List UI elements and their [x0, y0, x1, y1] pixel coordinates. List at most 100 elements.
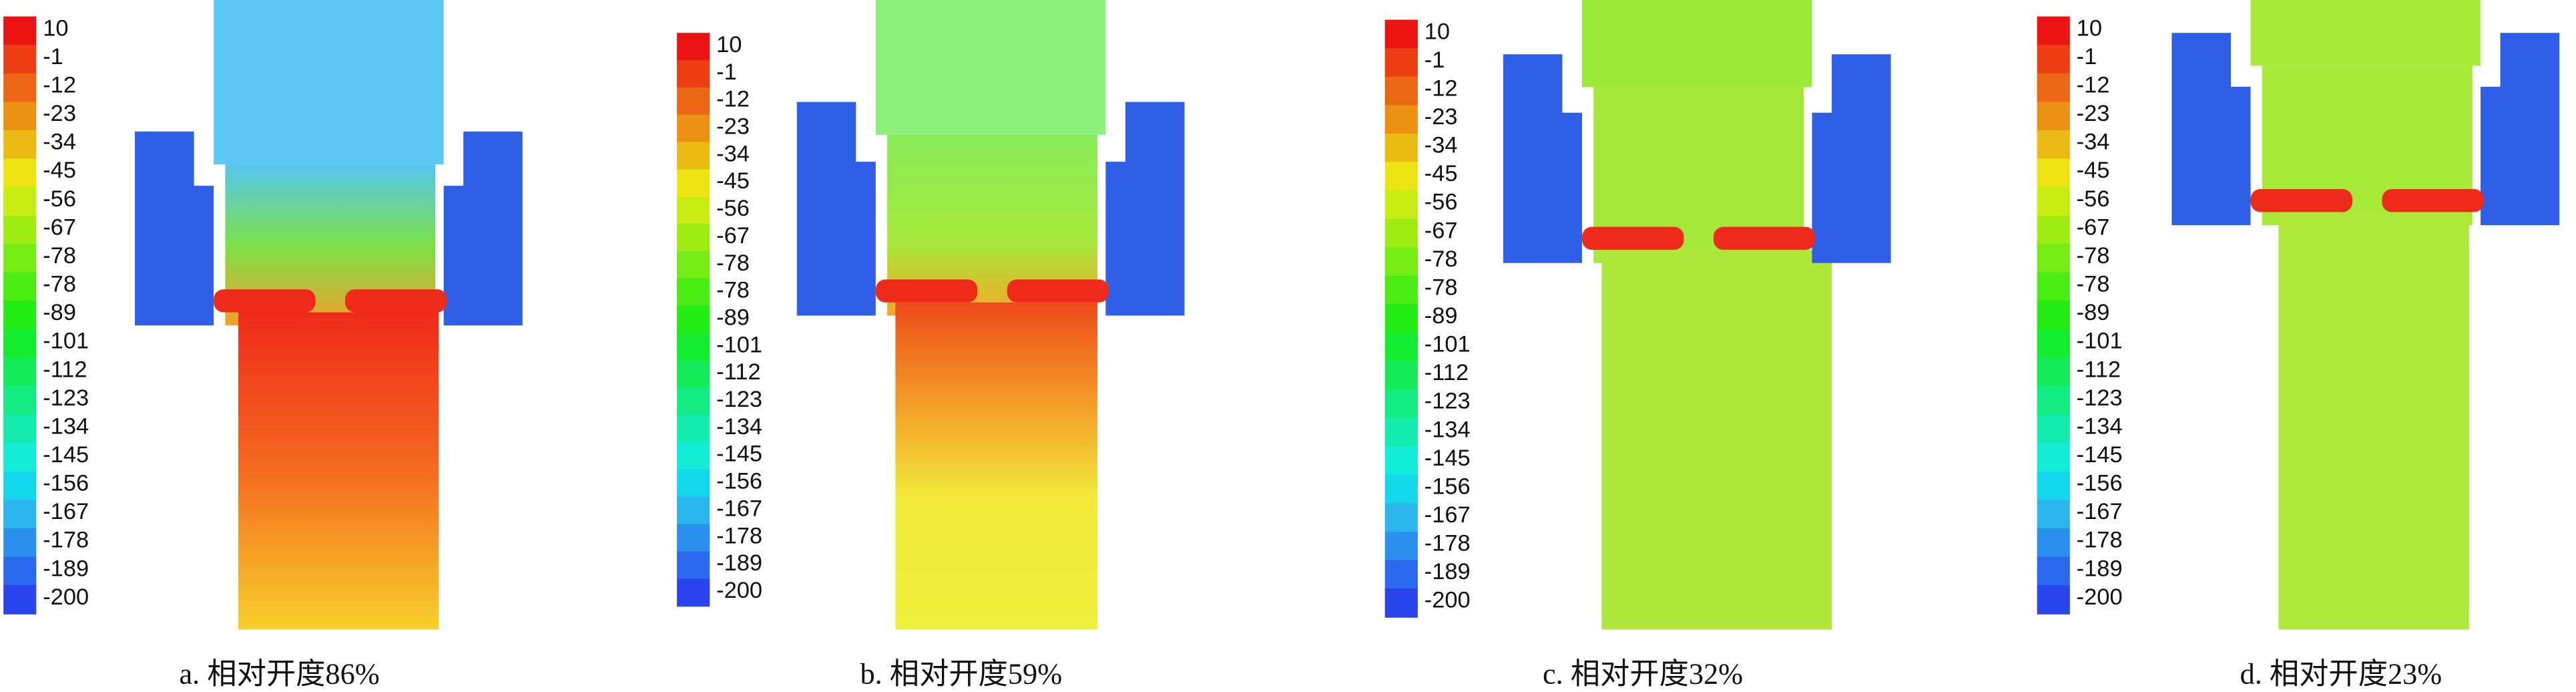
right-jet [344, 289, 447, 313]
colorbar-label: -189 [1425, 559, 1471, 584]
colorbar-swatch [2037, 357, 2070, 387]
colorbar-swatch [677, 442, 710, 471]
colorbar-swatch [2037, 187, 2070, 216]
colorbar-swatch [677, 333, 710, 361]
colorbar-label: -189 [43, 556, 89, 581]
colorbar-label: -123 [716, 387, 762, 412]
left-valve-block [2171, 33, 2251, 226]
colorbar-label: -78 [43, 243, 76, 269]
colorbar-label: -45 [716, 168, 750, 194]
colorbar-swatch [3, 357, 37, 387]
colorbar-label: -101 [716, 332, 762, 357]
colorbar-label: -123 [1425, 389, 1471, 414]
colorbar-label: -156 [2077, 471, 2123, 496]
right-jet [1713, 226, 1816, 250]
colorbar-label: -112 [716, 359, 760, 385]
colorbar-swatch [2037, 73, 2070, 103]
panel: 10-1-12-23-34-45-56-67-78-78-89-101-112-… [677, 0, 1185, 691]
colorbar-swatch [2037, 414, 2070, 444]
colorbar-label: -23 [716, 114, 750, 140]
lower-tube [1601, 250, 1832, 630]
colorbar-swatch [2037, 528, 2070, 558]
colorbar-swatch [1384, 332, 1418, 362]
colorbar-swatch [677, 60, 710, 89]
colorbar-swatch [1384, 105, 1418, 135]
colorbar-swatch [3, 500, 37, 530]
colorbar-swatch [2037, 386, 2070, 415]
colorbar-swatch [2037, 45, 2070, 74]
colorbar-label: -78 [1425, 246, 1458, 272]
colorbar-swatch [677, 578, 710, 607]
colorbar-label: 10 [43, 15, 68, 41]
colorbar-swatch [677, 251, 710, 280]
left-jet [875, 279, 978, 303]
flow-field [796, 0, 1185, 630]
colorbar-swatch [1384, 190, 1418, 220]
colorbar-swatch [1384, 218, 1418, 248]
caption: a. 相对开度86% [180, 658, 380, 691]
colorbar-label: -134 [2077, 413, 2123, 439]
colorbar-label: -134 [43, 413, 89, 439]
colorbar-label: -78 [2077, 243, 2110, 269]
upper-chamber [1581, 0, 1812, 88]
colorbar-label: -167 [1425, 502, 1471, 528]
flow-field [135, 0, 523, 630]
colorbar-swatch [1384, 133, 1418, 163]
colorbar-label: -45 [43, 158, 76, 183]
colorbar-swatch [3, 528, 37, 558]
colorbar-swatch [677, 524, 710, 552]
colorbar-label: -67 [1425, 218, 1458, 243]
colorbar-label: -156 [716, 469, 762, 494]
colorbar-label: -167 [2077, 499, 2123, 524]
colorbar-swatch [1384, 76, 1418, 106]
colorbar-swatch [677, 496, 710, 525]
colorbar-swatch [2037, 272, 2070, 302]
colorbar-label: -1 [43, 44, 63, 69]
colorbar-label: -112 [2077, 357, 2121, 382]
flow-field [1503, 0, 1891, 630]
colorbar-label: -34 [716, 141, 750, 166]
right-jet [2382, 188, 2484, 212]
colorbar-label: -167 [43, 499, 89, 524]
colorbar-swatch [1384, 389, 1418, 419]
colorbar-swatch [1384, 48, 1418, 77]
colorbar-swatch [3, 301, 37, 331]
right-valve-block [1812, 54, 1891, 263]
colorbar-label: -45 [1425, 161, 1458, 186]
colorbar-swatch [677, 278, 710, 307]
colorbar-label: -12 [1425, 75, 1458, 101]
colorbar-swatch [3, 244, 37, 273]
caption: c. 相对开度32% [1543, 658, 1743, 691]
colorbar-swatch [3, 215, 37, 245]
colorbar-label: -23 [2077, 101, 2110, 126]
colorbar-label: -189 [716, 550, 762, 576]
colorbar-swatch [3, 329, 37, 359]
colorbar-label: -1 [1425, 47, 1445, 73]
lower-tube [895, 302, 1098, 630]
colorbar-swatch [2037, 329, 2070, 359]
colorbar-label: -145 [716, 442, 762, 467]
colorbar-swatch [2037, 158, 2070, 188]
colorbar-label: -12 [43, 73, 76, 98]
colorbar-swatch [3, 414, 37, 444]
colorbar-label: 10 [1425, 19, 1450, 44]
colorbar-swatch [1384, 417, 1418, 448]
colorbar-label: -78 [2077, 272, 2110, 297]
colorbar-swatch [1384, 361, 1418, 391]
colorbar-swatch [2037, 471, 2070, 501]
colorbar-label: -78 [716, 278, 750, 303]
colorbar-swatch [677, 33, 710, 61]
colorbar-label: -1 [2077, 44, 2097, 69]
colorbar-swatch [1384, 531, 1418, 561]
colorbar-label: -23 [1425, 104, 1458, 130]
colorbar-swatch [1384, 247, 1418, 277]
colorbar-swatch [3, 16, 37, 46]
colorbar-label: -101 [43, 329, 89, 354]
colorbar-swatch [1384, 19, 1418, 49]
colorbar-swatch [1384, 474, 1418, 504]
caption: d. 相对开度23% [2240, 658, 2442, 691]
colorbar-label: -1 [716, 59, 737, 85]
colorbar-swatch [1384, 560, 1418, 590]
left-jet [1581, 226, 1684, 250]
